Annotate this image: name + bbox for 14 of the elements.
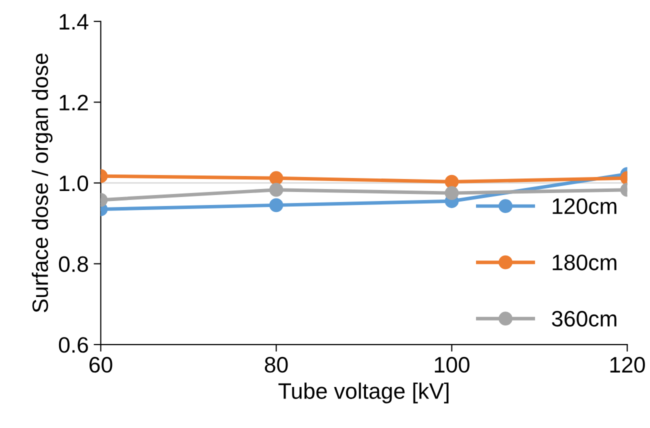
y-tick-label: 0.6 xyxy=(58,337,88,353)
y-tick-label: 1.4 xyxy=(60,14,88,30)
x-tick-label: 80 xyxy=(264,356,288,373)
x-tick-label: 120 xyxy=(610,356,645,373)
legend-label: 180cm xyxy=(552,254,616,270)
x-axis-title: Tube voltage [kV] xyxy=(278,382,448,404)
y-tick-label: 0.8 xyxy=(58,256,88,272)
legend-label: 120cm xyxy=(552,198,616,214)
x-tick-label: 60 xyxy=(90,356,112,373)
legend-label: 360cm xyxy=(552,310,616,327)
y-tick-label: 1.0 xyxy=(60,176,88,192)
x-tick-label: 100 xyxy=(434,356,470,373)
y-axis-title: Surface dose / organ dose xyxy=(32,54,52,312)
y-tick-label: 1.2 xyxy=(60,94,88,110)
